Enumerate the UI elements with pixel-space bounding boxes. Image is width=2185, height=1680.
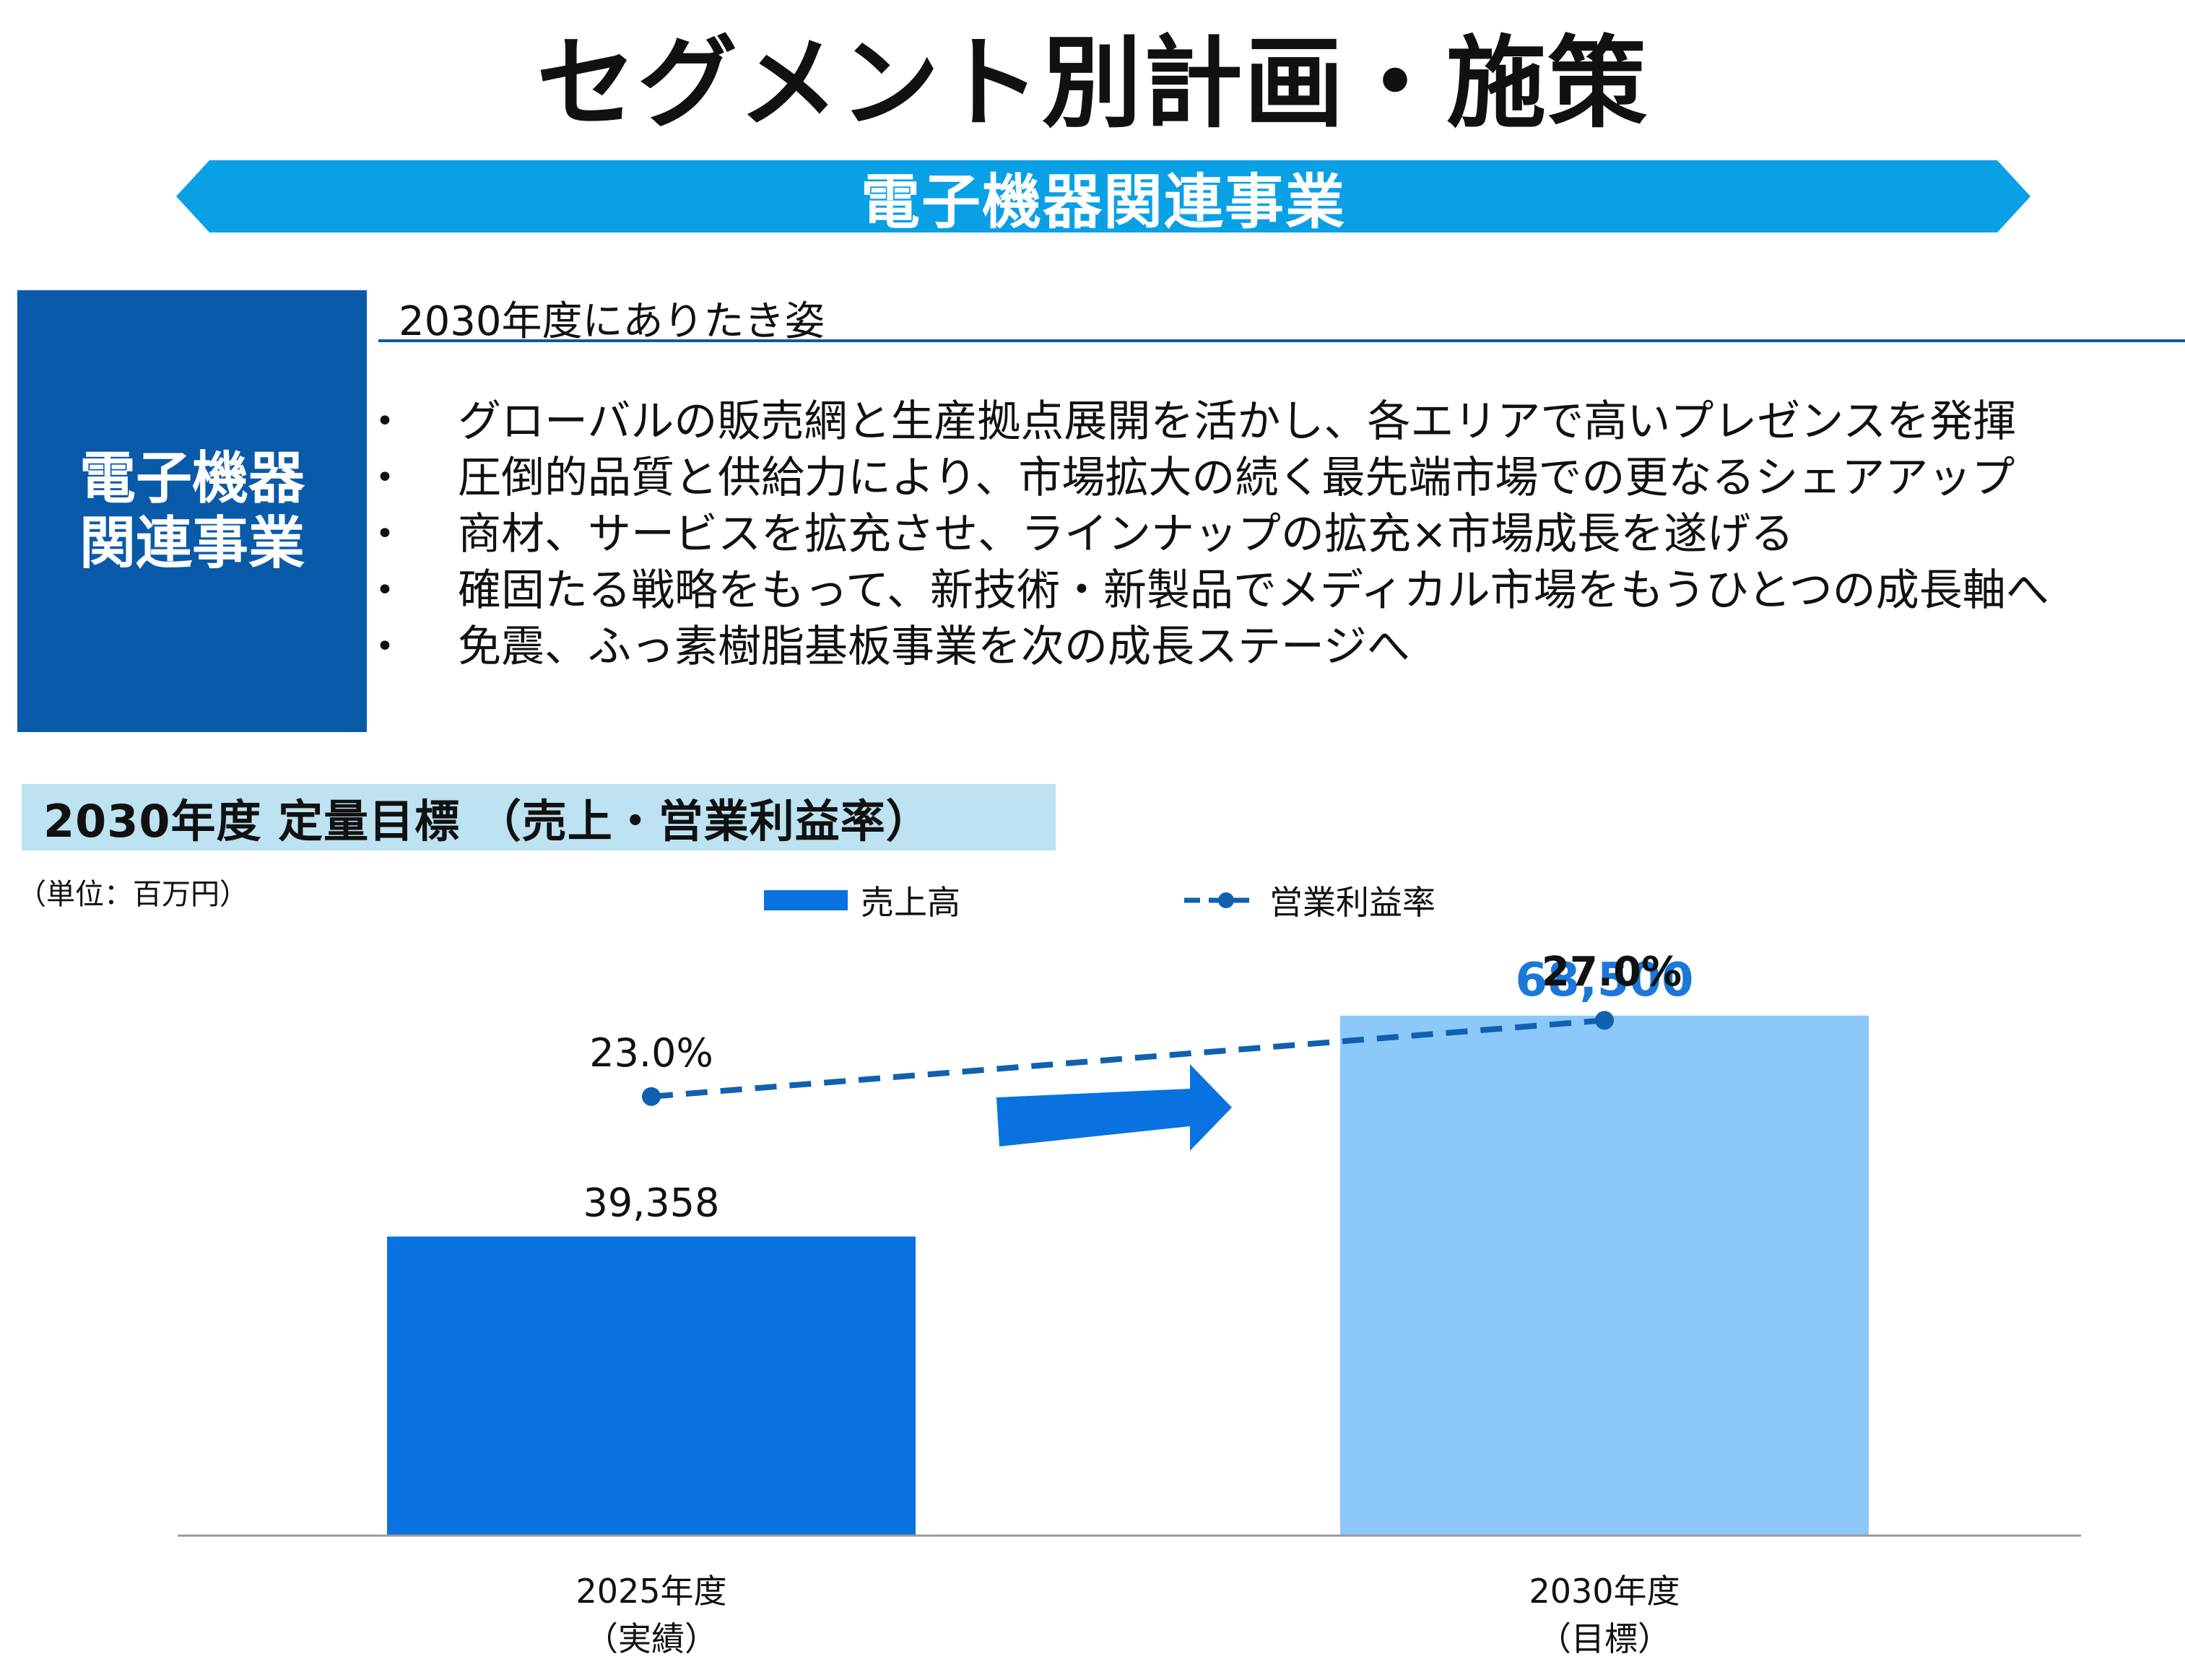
- banner-label: 電子機器関連事業: [860, 167, 1346, 237]
- vision-item-text: 圧倒的品質と供給力により、市場拡大の続く最先端市場での更なるシェアアップ: [458, 453, 2015, 503]
- legend-swatch-line: [1184, 892, 1256, 908]
- bar-0: [387, 1236, 916, 1535]
- vision-item-text: 免震、ふっ素樹脂基板事業を次の成長ステージへ: [458, 622, 1410, 672]
- legend-label-margin: 営業利益率: [1269, 883, 1435, 922]
- chart-area: 39,358 68,500 23.0% 27.0% +29,142（+74.0%） 202…: [0, 880, 2185, 1680]
- segment-banner: 電子機器関連事業: [176, 160, 2030, 237]
- page-title: セグメント別計画・施策: [536, 25, 1648, 142]
- vision-item-text: グローバルの販売網と生産拠点展開を活かし、各エリアで高いプレゼンスを発揮: [458, 396, 2017, 447]
- x-tick-label-0-0: 2025年度: [575, 1572, 726, 1611]
- legend-item-margin: 営業利益率: [1184, 876, 1435, 924]
- legend-swatch-bar: [764, 890, 848, 910]
- bar-value-label-1: 68,500: [1516, 954, 1694, 1007]
- legend-item-sales: 売上高: [764, 876, 960, 924]
- bullet: •: [375, 515, 394, 552]
- vision-item-text: 確固たる戦略をもって、新技術・新製品でメディカル市場をもうひとつの成長軸へ: [458, 565, 2049, 616]
- segment-name-line-2: 関連事業: [79, 511, 305, 576]
- segment-name-line-1: 電子機器: [79, 445, 305, 511]
- bar-1: [1340, 1015, 1869, 1535]
- target-heading: 2030年度 定量目標 （売上・営業利益率）: [43, 795, 931, 848]
- target-heading-box: 2030年度 定量目標 （売上・営業利益率）: [22, 784, 1056, 850]
- margin-point-0: [642, 1087, 661, 1106]
- margin-line: [651, 1017, 1605, 1100]
- legend-label-sales: 売上高: [861, 883, 960, 922]
- bar-value-label-0: 39,358: [583, 1180, 720, 1226]
- trend-arrow-icon: [996, 1064, 1232, 1151]
- vision-item-text: 商材、サービスを拡充させ、ラインナップの拡充×市場成長を遂げる: [458, 509, 1794, 560]
- increase-annotation: +29,142（+74.0%）: [1388, 924, 1821, 929]
- x-tick-label-1-0: 2030年度: [1529, 1572, 1680, 1611]
- unit-label: （単位：百万円）: [17, 878, 248, 911]
- vision-heading: 2030年度にありたき姿: [399, 298, 825, 345]
- margin-value-label-1: 27.0%: [1542, 949, 1682, 996]
- margin-point-1: [1595, 1011, 1614, 1030]
- bullet: •: [375, 459, 394, 496]
- chart-svg: 39,358 68,500 23.0% 27.0% +29,142（+74.0%） 202…: [178, 880, 2081, 1658]
- bullet: •: [375, 572, 394, 609]
- margin-value-label-0: 23.0%: [589, 1030, 713, 1076]
- bullet: •: [375, 403, 394, 440]
- segment-name-box: 電子機器 関連事業: [17, 290, 367, 732]
- x-tick-label-0-1: （実績）: [585, 1619, 718, 1658]
- banner-ribbon: [176, 160, 2030, 232]
- x-tick-label-1-1: （目標）: [1538, 1619, 1671, 1658]
- bullet: •: [375, 628, 394, 665]
- vision-divider: [378, 339, 2185, 342]
